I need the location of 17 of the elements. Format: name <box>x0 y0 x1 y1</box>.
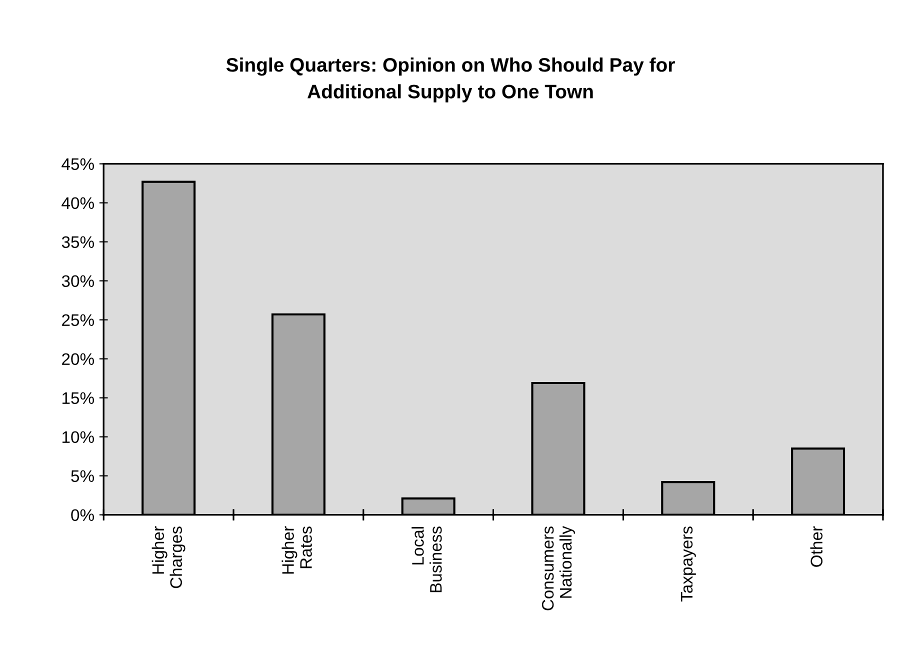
x-tick-label: Other <box>810 526 823 567</box>
y-tick-label: 10% <box>62 431 94 444</box>
y-tick-label: 35% <box>62 236 94 248</box>
x-tick-label: Higher Charges <box>152 526 186 588</box>
y-tick-label: 45% <box>62 158 94 170</box>
y-tick-label: 25% <box>62 314 94 326</box>
y-tick-label: 30% <box>62 275 94 288</box>
y-tick-label: 15% <box>62 392 94 404</box>
y-tick-label: 40% <box>62 197 94 210</box>
y-tick-label: 5% <box>71 470 94 482</box>
x-tick-label: Local Business <box>412 526 442 592</box>
x-tick-label: Higher Rates <box>282 526 312 574</box>
y-tick-label: 20% <box>62 353 94 366</box>
x-tick-label: Consumers Nationally <box>542 526 575 610</box>
chart-title: Single Quarters: Opinion on Who Should Pay for Additional Supply to One Town <box>226 58 675 102</box>
x-tick-label: Taxpayers <box>680 526 696 602</box>
y-tick-label: 0% <box>71 509 94 522</box>
